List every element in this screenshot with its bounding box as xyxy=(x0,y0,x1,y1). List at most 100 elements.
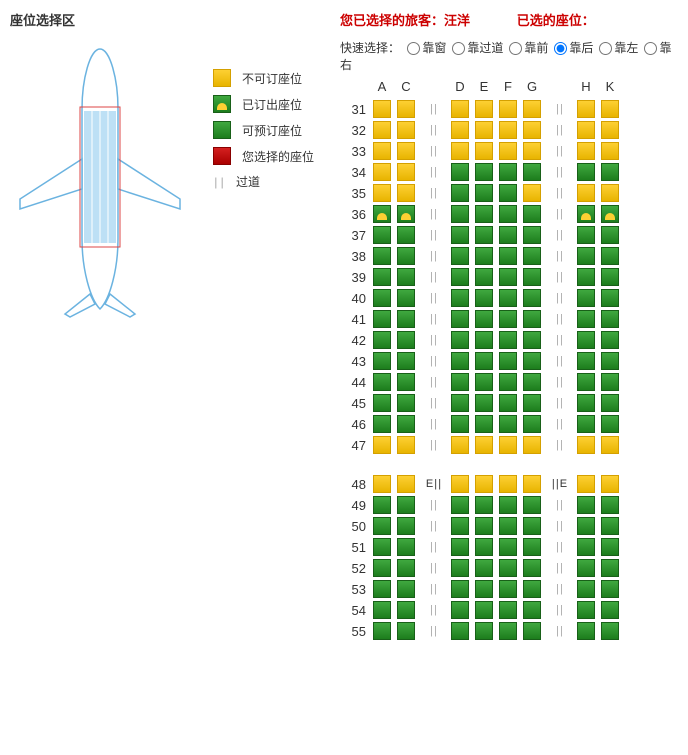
seat[interactable] xyxy=(475,517,493,535)
seat[interactable] xyxy=(523,517,541,535)
seat[interactable] xyxy=(373,373,391,391)
seat[interactable] xyxy=(475,163,493,181)
seat[interactable] xyxy=(397,247,415,265)
seat[interactable] xyxy=(523,310,541,328)
seat[interactable] xyxy=(451,517,469,535)
seat[interactable] xyxy=(601,538,619,556)
seat[interactable] xyxy=(451,268,469,286)
seat[interactable] xyxy=(475,559,493,577)
seat[interactable] xyxy=(601,517,619,535)
seat[interactable] xyxy=(499,163,517,181)
seat[interactable] xyxy=(499,373,517,391)
seat[interactable] xyxy=(475,622,493,640)
seat[interactable] xyxy=(397,394,415,412)
quick-option-radio[interactable] xyxy=(452,42,465,55)
seat[interactable] xyxy=(475,373,493,391)
seat[interactable] xyxy=(475,331,493,349)
seat[interactable] xyxy=(499,559,517,577)
seat[interactable] xyxy=(499,331,517,349)
seat[interactable] xyxy=(577,268,595,286)
seat[interactable] xyxy=(601,268,619,286)
quick-option[interactable]: 靠后 xyxy=(550,41,593,55)
seat[interactable] xyxy=(577,373,595,391)
seat[interactable] xyxy=(577,538,595,556)
seat[interactable] xyxy=(397,601,415,619)
seat[interactable] xyxy=(499,268,517,286)
seat[interactable] xyxy=(397,310,415,328)
seat[interactable] xyxy=(601,601,619,619)
seat[interactable] xyxy=(475,394,493,412)
seat[interactable] xyxy=(451,310,469,328)
seat[interactable] xyxy=(397,496,415,514)
seat[interactable] xyxy=(523,373,541,391)
seat[interactable] xyxy=(373,226,391,244)
seat[interactable] xyxy=(499,184,517,202)
seat[interactable] xyxy=(577,622,595,640)
seat[interactable] xyxy=(397,289,415,307)
quick-option[interactable]: 靠窗 xyxy=(403,41,446,55)
seat[interactable] xyxy=(451,247,469,265)
seat[interactable] xyxy=(475,310,493,328)
seat[interactable] xyxy=(577,580,595,598)
seat[interactable] xyxy=(601,289,619,307)
seat[interactable] xyxy=(397,268,415,286)
seat[interactable] xyxy=(451,496,469,514)
seat[interactable] xyxy=(577,394,595,412)
seat[interactable] xyxy=(499,517,517,535)
seat[interactable] xyxy=(577,163,595,181)
seat[interactable] xyxy=(397,538,415,556)
seat[interactable] xyxy=(451,580,469,598)
seat[interactable] xyxy=(523,559,541,577)
seat[interactable] xyxy=(373,247,391,265)
seat[interactable] xyxy=(451,601,469,619)
seat[interactable] xyxy=(577,331,595,349)
seat[interactable] xyxy=(373,268,391,286)
seat[interactable] xyxy=(577,559,595,577)
quick-option[interactable]: 靠左 xyxy=(595,41,638,55)
seat[interactable] xyxy=(373,580,391,598)
seat[interactable] xyxy=(523,580,541,598)
seat[interactable] xyxy=(373,496,391,514)
seat[interactable] xyxy=(397,331,415,349)
seat[interactable] xyxy=(451,352,469,370)
seat[interactable] xyxy=(499,496,517,514)
seat[interactable] xyxy=(499,205,517,223)
seat[interactable] xyxy=(523,538,541,556)
seat[interactable] xyxy=(577,517,595,535)
seat[interactable] xyxy=(499,289,517,307)
seat[interactable] xyxy=(577,601,595,619)
seat[interactable] xyxy=(523,205,541,223)
seat[interactable] xyxy=(499,538,517,556)
seat[interactable] xyxy=(523,163,541,181)
seat[interactable] xyxy=(451,538,469,556)
seat[interactable] xyxy=(373,394,391,412)
seat[interactable] xyxy=(601,352,619,370)
seat[interactable] xyxy=(451,289,469,307)
seat[interactable] xyxy=(451,184,469,202)
seat[interactable] xyxy=(397,622,415,640)
seat[interactable] xyxy=(397,580,415,598)
seat[interactable] xyxy=(499,247,517,265)
seat[interactable] xyxy=(475,352,493,370)
seat[interactable] xyxy=(523,226,541,244)
quick-option[interactable]: 靠过道 xyxy=(448,41,503,55)
seat[interactable] xyxy=(601,331,619,349)
seat[interactable] xyxy=(475,496,493,514)
seat[interactable] xyxy=(373,622,391,640)
seat[interactable] xyxy=(523,496,541,514)
seat[interactable] xyxy=(451,373,469,391)
seat[interactable] xyxy=(475,247,493,265)
seat[interactable] xyxy=(475,226,493,244)
seat[interactable] xyxy=(373,601,391,619)
seat[interactable] xyxy=(499,226,517,244)
seat[interactable] xyxy=(397,415,415,433)
seat[interactable] xyxy=(475,601,493,619)
seat[interactable] xyxy=(577,310,595,328)
seat[interactable] xyxy=(373,289,391,307)
seat[interactable] xyxy=(523,394,541,412)
seat[interactable] xyxy=(523,331,541,349)
quick-option-radio[interactable] xyxy=(644,42,657,55)
seat[interactable] xyxy=(451,163,469,181)
seat[interactable] xyxy=(499,394,517,412)
seat[interactable] xyxy=(397,517,415,535)
